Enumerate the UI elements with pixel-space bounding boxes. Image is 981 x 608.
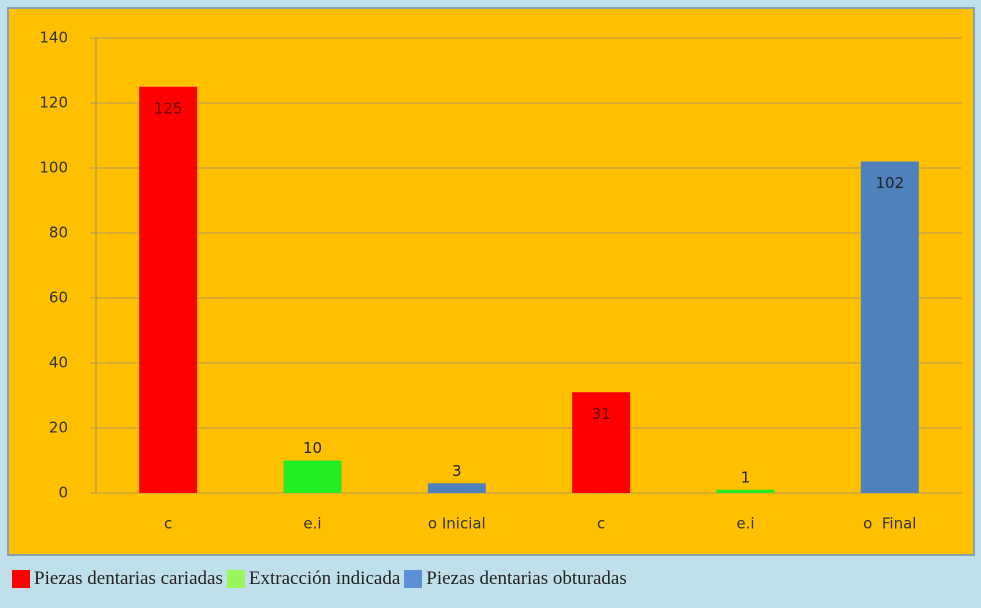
x-tick-label: e.i xyxy=(736,515,754,533)
x-tick-label: e.i xyxy=(303,515,321,533)
legend-item: Piezas dentarias cariadas xyxy=(12,568,223,590)
legend-swatch xyxy=(226,570,245,588)
legend-label: Piezas dentarias cariadas xyxy=(34,568,223,589)
y-tick-label: 80 xyxy=(49,224,68,242)
y-tick-label: 60 xyxy=(49,289,68,307)
legend-swatch xyxy=(12,570,30,588)
x-tick-label: o Inicial xyxy=(428,515,486,533)
legend: Piezas dentarias cariadas Extracción indi… xyxy=(12,568,627,590)
bar xyxy=(139,86,198,493)
legend-item: Piezas dentarias obturadas xyxy=(404,568,627,590)
y-tick-label: 40 xyxy=(49,354,68,372)
bar xyxy=(716,489,775,493)
x-tick-label: o Final xyxy=(863,515,916,533)
y-tick-label: 140 xyxy=(39,29,68,47)
legend-swatch xyxy=(404,570,423,588)
y-tick-label: 0 xyxy=(58,484,68,502)
chart: 0 20 40 60 80 100 120 140 c 125 e.i 10 o Inicial 3 c 31… xyxy=(7,7,975,556)
legend-item: Extracción indicada xyxy=(226,568,401,590)
bar xyxy=(427,483,486,493)
y-tick-label: 100 xyxy=(39,159,68,177)
x-tick-label: c xyxy=(164,515,172,533)
data-label: 125 xyxy=(154,99,183,117)
y-tick-label: 120 xyxy=(39,94,68,112)
bar xyxy=(572,392,631,493)
legend-label: Piezas dentarias obturadas xyxy=(426,568,627,589)
data-label: 3 xyxy=(452,462,462,480)
y-tick-label: 20 xyxy=(49,419,68,437)
legend-label: Extracción indicada xyxy=(248,568,401,589)
data-label: 31 xyxy=(592,405,611,423)
data-label: 102 xyxy=(876,174,905,192)
bar xyxy=(860,161,919,493)
bar xyxy=(283,460,342,493)
x-tick-label: c xyxy=(597,515,605,533)
data-label: 1 xyxy=(741,468,751,486)
data-label: 10 xyxy=(303,439,322,457)
